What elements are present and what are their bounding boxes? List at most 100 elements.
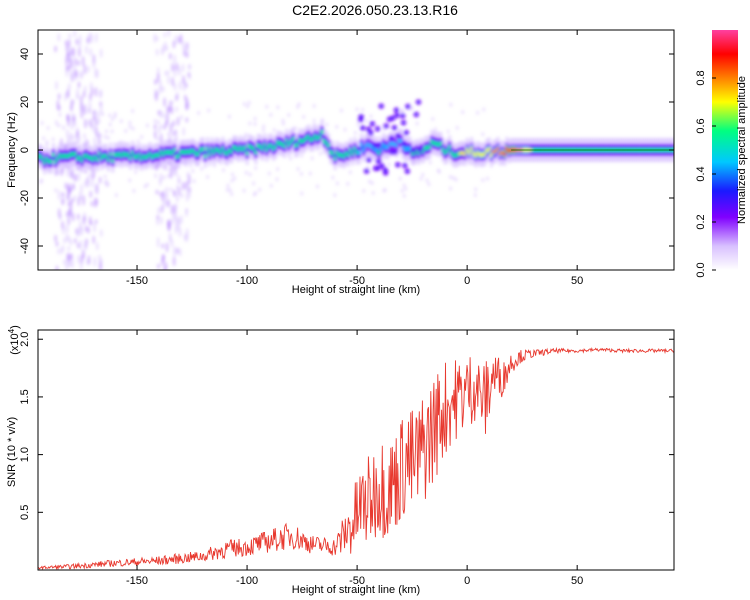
spectrogram-core-cell — [117, 152, 122, 156]
spectrogram-core-cell — [481, 153, 485, 157]
spectrogram-noise-cell — [269, 112, 273, 117]
spectrogram-noise-cell — [153, 123, 157, 131]
spectrogram-core-cell — [452, 153, 456, 158]
spectrogram-noise-cell — [70, 134, 74, 143]
spectrogram-noise-cell — [476, 110, 480, 115]
spectrogram-noise-cell — [172, 39, 176, 49]
spectrogram-core-cell — [144, 155, 148, 160]
spectrogram-core-cell — [465, 148, 469, 152]
spectrogram-noise-cell — [103, 134, 107, 139]
spectrogram-noise-cell — [143, 184, 147, 189]
spectrogram-noise-cell — [175, 185, 179, 190]
snr-y-multiplier: (x104) — [7, 325, 21, 355]
spectrogram-noise-cell — [153, 118, 157, 123]
spectrogram-noise-cell — [64, 182, 68, 190]
spectrogram-core-cell — [221, 146, 225, 151]
spectrogram-core-cell — [111, 158, 115, 163]
spectrogram-core-cell — [393, 142, 397, 146]
spectrogram-noise-cell — [156, 214, 160, 221]
spectrogram-noise-cell — [156, 73, 160, 83]
spectrogram-core-cell — [267, 144, 271, 149]
spectrogram-noise-cell — [83, 211, 87, 220]
spectrogram-core-cell — [91, 157, 95, 162]
spectrogram-noise-cell — [79, 95, 83, 105]
spectrogram-noise-cell — [65, 261, 69, 270]
spectrogram-noise-cell — [175, 247, 179, 255]
spectrogram-blob-core — [384, 124, 388, 128]
spectrogram-noise-cell — [179, 114, 183, 121]
spectrogram-noise-cell — [287, 113, 291, 118]
spectrogram-noise-cell — [163, 97, 167, 108]
spectrogram-noise-cell — [82, 133, 86, 139]
spectrogram-noise-cell — [75, 93, 79, 100]
spectrogram-noise-cell — [94, 86, 98, 97]
spectrogram-core-cell — [489, 153, 494, 157]
spectrogram-noise-cell — [55, 241, 59, 247]
spectrogram-core-cell — [390, 141, 395, 146]
spectrogram-blob-core — [395, 113, 399, 117]
spectrogram-noise-cell — [185, 52, 189, 59]
spectrogram-noise-cell — [90, 86, 94, 96]
spectrogram-core-cell — [122, 151, 126, 156]
snr-y-tick-label: 1.0 — [19, 447, 31, 462]
spectrogram-noise-cell — [161, 243, 165, 249]
spectrogram-noise-cell — [79, 239, 83, 251]
spectrogram-noise-cell — [88, 93, 92, 102]
spectrogram-noise-cell — [165, 242, 169, 253]
spectrogram-blob-core — [396, 134, 400, 138]
spectrogram-noise-cell — [451, 175, 455, 180]
spectrogram-noise-cell — [65, 66, 69, 78]
spectrogram-noise-cell — [310, 156, 314, 161]
spectrogram-noise-cell — [93, 256, 97, 268]
spectrogram-core-cell — [124, 153, 128, 157]
spectrogram-core-cell — [348, 148, 353, 152]
spectrogram-noise-cell — [265, 104, 269, 109]
spectrogram-noise-cell — [128, 124, 132, 129]
spectrogram-noise-cell — [67, 235, 71, 243]
snr-x-tick-label: -50 — [349, 575, 365, 587]
spectrogram-core-cell — [102, 153, 106, 158]
colorbar-tick-label: 0.6 — [695, 118, 707, 133]
spectrogram-noise-cell — [80, 71, 84, 78]
spectrogram-x-tick-label: -150 — [126, 275, 148, 287]
spectrogram-core-cell — [362, 148, 366, 152]
spectrogram-blob-core — [359, 115, 363, 119]
spectrogram-core-cell — [401, 145, 406, 149]
spectrogram-core-cell — [478, 152, 483, 157]
spectrogram-noise-cell — [166, 198, 170, 209]
spectrogram-noise-cell — [76, 242, 80, 249]
spectrogram-core-cell — [379, 147, 384, 152]
spectrogram-noise-cell — [436, 168, 440, 173]
spectrogram-blob-core — [401, 121, 406, 125]
spectrogram-noise-cell — [180, 192, 184, 199]
spectrogram-core-cell — [89, 155, 93, 160]
spectrogram-noise-cell — [165, 45, 169, 51]
spectrogram-noise-cell — [172, 64, 176, 72]
spectrogram-noise-cell — [157, 109, 161, 116]
spectrogram-noise-cell — [173, 69, 177, 77]
spectrogram-noise-cell — [296, 166, 300, 171]
spectrogram-noise-cell — [87, 226, 91, 234]
spectrogram-noise-cell — [71, 182, 75, 191]
spectrogram-core-cell — [406, 146, 410, 151]
spectrogram-noise-cell — [225, 187, 229, 192]
spectrogram-noise-cell — [170, 238, 174, 248]
spectrogram-noise-cell — [54, 119, 58, 126]
spectrogram-blob-core — [411, 148, 415, 153]
spectrogram-core-cell — [106, 157, 111, 162]
spectrogram-noise-cell — [168, 232, 172, 241]
spectrogram-noise-cell — [158, 79, 162, 91]
spectrogram-noise-cell — [398, 176, 402, 181]
colorbar-tick-label: 0.8 — [695, 70, 707, 85]
spectrogram-x-tick-label: 0 — [464, 275, 470, 287]
spectrogram-noise-cell — [178, 226, 182, 238]
spectrogram-noise-cell — [182, 127, 186, 137]
spectrogram-core-cell — [472, 151, 476, 156]
spectrogram-noise-cell — [419, 176, 423, 181]
spectrogram-core-cell — [373, 146, 377, 151]
spectrogram-core-cell — [254, 150, 258, 154]
spectrogram-noise-cell — [92, 235, 96, 245]
spectrogram-noise-cell — [153, 130, 157, 139]
spectrogram-core-cell — [368, 143, 373, 148]
spectrogram-noise-cell — [163, 265, 167, 270]
